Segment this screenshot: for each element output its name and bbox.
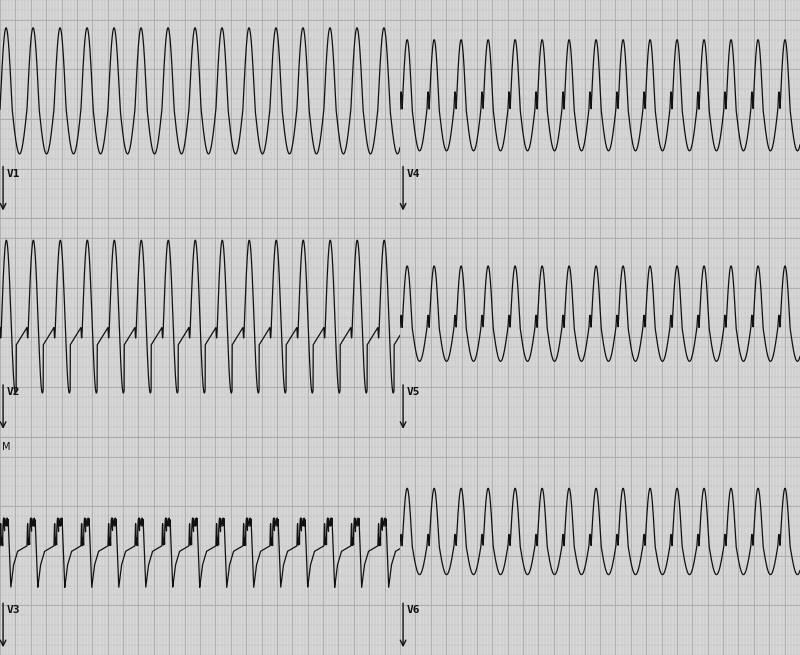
Text: V4: V4 xyxy=(407,169,421,179)
Text: V1: V1 xyxy=(7,169,21,179)
Text: V2: V2 xyxy=(7,387,21,397)
Text: V5: V5 xyxy=(407,387,421,397)
Text: V3: V3 xyxy=(7,605,21,616)
Text: M: M xyxy=(2,441,10,452)
Text: V6: V6 xyxy=(407,605,421,616)
